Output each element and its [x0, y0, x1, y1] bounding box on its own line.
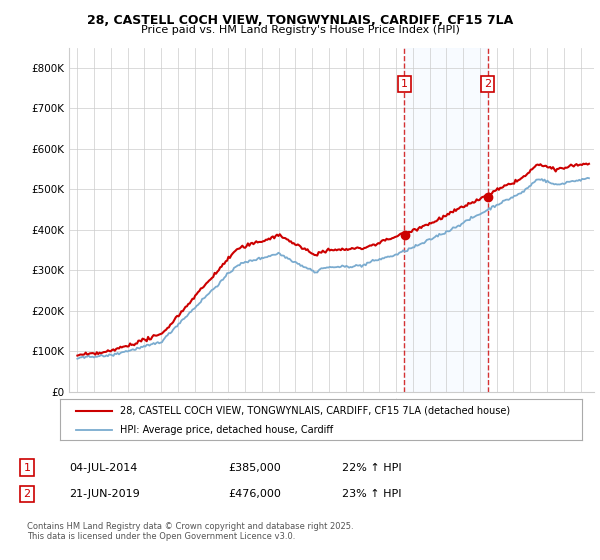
Text: 28, CASTELL COCH VIEW, TONGWYNLAIS, CARDIFF, CF15 7LA: 28, CASTELL COCH VIEW, TONGWYNLAIS, CARD…	[87, 14, 513, 27]
Text: Price paid vs. HM Land Registry's House Price Index (HPI): Price paid vs. HM Land Registry's House …	[140, 25, 460, 35]
Text: HPI: Average price, detached house, Cardiff: HPI: Average price, detached house, Card…	[120, 424, 333, 435]
Text: 2: 2	[23, 489, 31, 499]
Text: £385,000: £385,000	[228, 463, 281, 473]
Text: Contains HM Land Registry data © Crown copyright and database right 2025.
This d: Contains HM Land Registry data © Crown c…	[27, 522, 353, 542]
Text: 1: 1	[23, 463, 31, 473]
Bar	[404, 48, 488, 392]
Text: 28, CASTELL COCH VIEW, TONGWYNLAIS, CARDIFF, CF15 7LA (detached house): 28, CASTELL COCH VIEW, TONGWYNLAIS, CARD…	[120, 405, 510, 416]
Text: 21-JUN-2019: 21-JUN-2019	[69, 489, 140, 499]
Text: 22% ↑ HPI: 22% ↑ HPI	[342, 463, 401, 473]
Text: £476,000: £476,000	[228, 489, 281, 499]
Text: 04-JUL-2014: 04-JUL-2014	[69, 463, 137, 473]
Text: 2: 2	[484, 79, 491, 89]
Text: 23% ↑ HPI: 23% ↑ HPI	[342, 489, 401, 499]
Text: 1: 1	[401, 79, 408, 89]
